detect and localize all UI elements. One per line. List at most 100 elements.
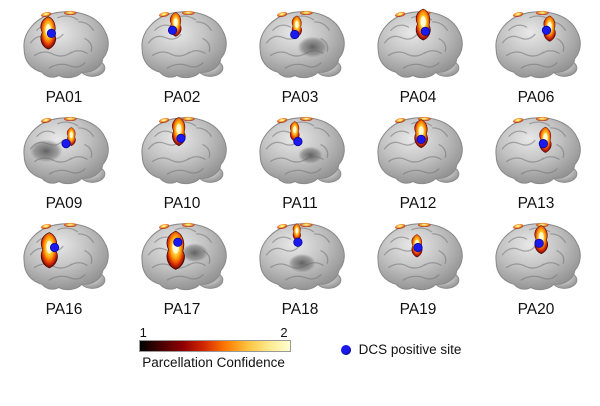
brain-silhouette <box>141 11 227 79</box>
dcs-positive-site-dot <box>176 133 186 143</box>
colorbar-ticks: 1 2 <box>139 325 289 340</box>
brain-silhouette <box>23 117 109 185</box>
dark-cortex-patch <box>180 243 209 263</box>
colorbar-gradient <box>138 340 291 352</box>
brain-silhouette <box>377 11 463 79</box>
panel-label: PA11 <box>282 195 318 212</box>
brain-panel: PA01 <box>5 3 123 107</box>
brain-render <box>141 222 227 291</box>
dcs-dot-icon <box>340 344 351 355</box>
top-edge-activation <box>41 222 77 230</box>
gyri-lines <box>29 227 94 281</box>
brain-silhouette <box>495 223 581 291</box>
top-edge-activation <box>159 10 195 18</box>
colorbar-max-tick: 2 <box>280 325 288 340</box>
top-edge-activation <box>513 10 549 18</box>
top-edge-activation <box>513 222 549 230</box>
brain-silhouette <box>495 11 581 79</box>
top-edge-activation <box>41 116 77 124</box>
dcs-positive-site-dot <box>173 237 183 247</box>
brain-silhouette <box>495 117 581 185</box>
gyri-lines <box>501 121 566 175</box>
dcs-positive-site-dot <box>167 25 178 35</box>
parcellation-confidence-blob <box>415 8 431 41</box>
panel-label: PA10 <box>163 195 201 212</box>
brain-panel: PA19 <box>359 215 477 319</box>
brain-render <box>141 10 227 79</box>
dcs-positive-site-dot <box>49 242 60 253</box>
panel-label: PA03 <box>281 89 319 106</box>
top-edge-activation <box>41 10 77 18</box>
brain-render <box>495 116 581 185</box>
top-edge-activation <box>513 116 549 124</box>
legend: 1 2 Parcellation Confidence DCS positive… <box>0 325 600 370</box>
brain-panel: PA03 <box>241 3 359 107</box>
brain-render <box>23 10 109 79</box>
top-edge-activation <box>277 10 313 18</box>
brain-silhouette <box>377 117 463 185</box>
panel-label: PA17 <box>163 301 201 318</box>
panel-label: PA09 <box>45 195 83 212</box>
brain-render <box>495 10 581 79</box>
dcs-positive-site-dot <box>538 138 548 149</box>
brain-grid: PA01 <box>0 3 600 319</box>
brain-panel: PA20 <box>477 215 595 319</box>
brain-render <box>259 10 345 79</box>
brain-render <box>23 222 109 291</box>
dark-cortex-patch <box>297 36 328 58</box>
brain-panel: PA13 <box>477 109 595 213</box>
brain-render <box>259 222 345 291</box>
brain-render <box>495 222 581 291</box>
top-edge-activation <box>395 116 431 124</box>
dcs-positive-site-dot <box>293 136 303 147</box>
top-edge-activation <box>277 222 313 230</box>
brain-silhouette <box>23 11 109 79</box>
dcs-positive-site-dot <box>61 138 71 149</box>
dcs-positive-site-dot <box>293 237 303 247</box>
brain-panel: PA09 <box>5 109 123 213</box>
panel-label: PA16 <box>45 301 83 318</box>
dcs-marker-legend: DCS positive site <box>340 342 461 357</box>
gyri-lines <box>501 227 566 281</box>
panel-label: PA04 <box>399 89 437 106</box>
panel-label: PA13 <box>517 195 555 212</box>
brain-panel: PA06 <box>477 3 595 107</box>
brain-silhouette <box>377 223 463 291</box>
top-edge-activation <box>159 222 195 230</box>
brain-panel: PA18 <box>241 215 359 319</box>
top-edge-activation <box>277 116 313 124</box>
brain-render <box>377 116 463 185</box>
brain-panel: PA17 <box>123 215 241 319</box>
dcs-positive-site-dot <box>534 238 544 248</box>
panel-label: PA01 <box>45 89 83 106</box>
dark-cortex-patch <box>298 146 323 164</box>
dcs-positive-site-dot <box>541 25 552 35</box>
parcellation-confidence-blob <box>290 121 300 142</box>
colorbar-min-tick: 1 <box>139 325 147 340</box>
brain-render <box>259 116 345 185</box>
brain-panel: PA12 <box>359 109 477 213</box>
panel-label: PA06 <box>517 89 555 106</box>
brain-panel: PA10 <box>123 109 241 213</box>
brain-panel: PA11 <box>241 109 359 213</box>
panel-label: PA20 <box>517 301 555 318</box>
top-edge-activation <box>159 116 195 124</box>
panel-label: PA02 <box>163 89 201 106</box>
brain-panel: PA02 <box>123 3 241 107</box>
gyri-lines <box>147 15 212 69</box>
brain-panel: PA16 <box>5 215 123 319</box>
colorbar-label: Parcellation Confidence <box>142 355 285 370</box>
brain-render <box>141 116 227 185</box>
dcs-positive-site-dot <box>46 28 57 39</box>
dcs-positive-site-dot <box>420 26 430 36</box>
brain-render <box>377 222 463 291</box>
brain-render <box>377 8 463 79</box>
brain-render <box>23 116 109 185</box>
panel-label: PA18 <box>281 301 319 318</box>
dark-cortex-patch <box>288 253 316 273</box>
parcellation-confidence-blob <box>166 230 185 270</box>
dcs-positive-site-dot <box>416 134 426 145</box>
panel-label: PA19 <box>399 301 437 318</box>
dcs-positive-site-dot <box>413 242 423 253</box>
